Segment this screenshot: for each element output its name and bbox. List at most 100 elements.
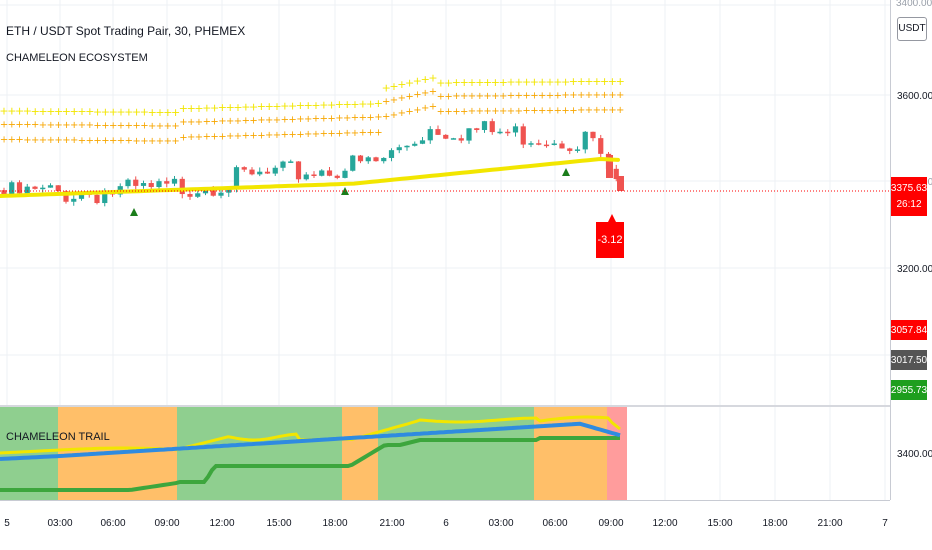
candle-body <box>582 131 588 150</box>
plus-marker-orange: + <box>491 91 499 102</box>
price-tick-label: 3600.00 <box>897 91 932 102</box>
candle-body <box>94 194 100 204</box>
candle-body <box>148 183 154 188</box>
plus-marker-orange: + <box>78 120 86 131</box>
buy-signal-triangle <box>562 168 570 176</box>
candle-body <box>381 157 387 162</box>
candle-body <box>481 121 488 131</box>
plus-marker-yellow: + <box>194 102 203 115</box>
price-tick-top: 3400.00 <box>896 0 932 9</box>
price-level-green-bg <box>891 380 927 400</box>
plus-marker-orange: + <box>546 90 554 101</box>
plus-marker-orange: + <box>109 136 117 147</box>
plus-marker-orange: + <box>421 88 429 99</box>
plus-marker-orange: + <box>101 120 109 131</box>
time-tick-label: 12:00 <box>209 518 234 529</box>
plus-marker-orange: + <box>125 136 133 147</box>
plus-marker-orange: + <box>593 105 601 116</box>
plus-marker-orange: + <box>15 135 23 146</box>
plus-marker-yellow: + <box>374 97 383 110</box>
currency-unit-button[interactable]: USDT <box>897 17 927 41</box>
change-callout-label: -3.12 <box>597 234 622 246</box>
candle-body <box>567 148 573 151</box>
trail-zone <box>177 407 342 500</box>
plus-marker-yellow: + <box>460 76 469 89</box>
plus-marker-orange: + <box>304 114 312 125</box>
candle-body <box>187 194 193 197</box>
plus-marker-yellow: + <box>265 100 274 113</box>
plus-marker-orange: + <box>538 90 546 101</box>
plus-marker-yellow: + <box>23 105 32 118</box>
plus-marker-yellow: + <box>0 104 9 117</box>
plus-marker-orange: + <box>421 103 429 114</box>
plus-marker-orange: + <box>437 91 445 102</box>
plus-marker-orange: + <box>452 106 460 117</box>
price-level-red: 3057.84 <box>891 325 928 336</box>
plus-marker-orange: + <box>54 120 62 131</box>
plus-marker-orange: + <box>265 130 273 141</box>
plus-marker-orange: + <box>444 106 452 117</box>
plus-marker-orange: + <box>281 115 289 126</box>
plus-marker-orange: + <box>273 115 281 126</box>
time-tick-label: 6 <box>443 518 449 529</box>
candle-countdown: 26:12 <box>896 199 921 210</box>
plus-marker-yellow: + <box>155 106 164 119</box>
plus-marker-orange: + <box>561 90 569 101</box>
plus-marker-orange: + <box>117 120 125 131</box>
plus-marker-orange: + <box>335 113 343 124</box>
candle-body <box>489 121 495 133</box>
plus-marker-orange: + <box>335 128 343 139</box>
plus-marker-orange: + <box>23 135 31 146</box>
candle-body <box>272 167 278 174</box>
plus-marker-orange: + <box>86 135 94 146</box>
plus-marker-orange: + <box>593 90 601 101</box>
candle-body <box>326 170 333 176</box>
plus-marker-orange: + <box>499 91 507 102</box>
buy-signal-triangle <box>130 208 138 216</box>
plus-marker-yellow: + <box>140 106 149 119</box>
plus-marker-yellow: + <box>311 99 320 112</box>
plus-marker-orange: + <box>288 129 296 140</box>
plus-marker-orange: + <box>312 114 320 125</box>
plus-marker-yellow: + <box>452 76 461 89</box>
plus-marker-orange: + <box>179 132 187 143</box>
last-candle <box>606 155 613 178</box>
plus-marker-orange: + <box>359 113 367 124</box>
time-tick-label: 18:00 <box>762 518 787 529</box>
plus-marker-yellow: + <box>405 76 414 89</box>
candle-body <box>9 182 15 195</box>
time-tick-label: 15:00 <box>707 518 732 529</box>
plus-marker-yellow: + <box>54 105 63 118</box>
plus-marker-yellow: + <box>109 105 118 118</box>
time-tick-label: 7 <box>882 518 888 529</box>
plus-marker-yellow: + <box>132 106 141 119</box>
plus-marker-orange: + <box>429 101 437 112</box>
candle-body <box>78 193 85 199</box>
candle-body <box>342 170 348 178</box>
price-level-red-bg <box>891 320 927 340</box>
plus-marker-yellow: + <box>101 105 110 118</box>
plus-marker-orange: + <box>616 105 624 116</box>
candle-body <box>357 155 364 162</box>
plus-marker-orange: + <box>569 90 577 101</box>
candle-body <box>102 192 108 204</box>
plus-marker-orange: + <box>132 121 140 132</box>
plus-marker-orange: + <box>374 112 382 123</box>
candle-body <box>218 192 224 196</box>
plus-marker-yellow: + <box>171 106 180 119</box>
plus-marker-orange: + <box>554 90 562 101</box>
candle-body <box>179 178 185 195</box>
plus-marker-yellow: + <box>202 102 211 115</box>
time-tick-label: 21:00 <box>379 518 404 529</box>
plus-marker-yellow: + <box>179 102 188 115</box>
plus-marker-yellow: + <box>116 106 125 119</box>
plus-marker-orange: + <box>312 129 320 140</box>
plus-marker-orange: + <box>390 110 398 121</box>
plus-marker-yellow: + <box>210 101 219 114</box>
current-candle <box>617 176 624 191</box>
candle-body <box>613 168 619 180</box>
time-tick-label: 09:00 <box>154 518 179 529</box>
plus-marker-yellow: + <box>421 73 430 86</box>
candle-body <box>156 181 162 188</box>
